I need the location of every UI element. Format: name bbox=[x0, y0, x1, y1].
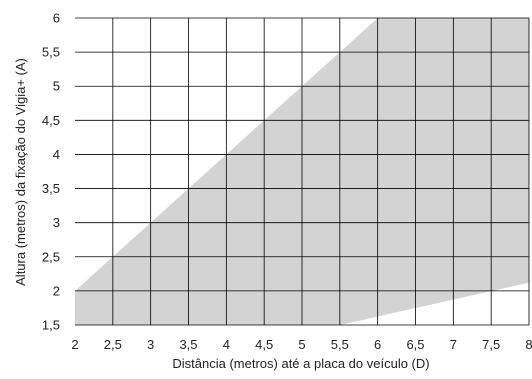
x-tick-label: 5,5 bbox=[331, 337, 349, 352]
y-tick-label: 2 bbox=[53, 283, 60, 298]
y-tick-label: 2,5 bbox=[42, 249, 60, 264]
x-tick-label: 6 bbox=[374, 337, 381, 352]
x-axis-title: Distância (metros) até a placa do veícul… bbox=[172, 356, 429, 371]
y-tick-label: 4,5 bbox=[42, 113, 60, 128]
x-tick-label: 2,5 bbox=[104, 337, 122, 352]
x-tick-label: 8 bbox=[525, 337, 532, 352]
y-axis-title: Altura (metros) da fixação do Vigia+ (A) bbox=[13, 58, 28, 286]
y-tick-label: 1,5 bbox=[42, 318, 60, 333]
x-tick-label: 2 bbox=[71, 337, 78, 352]
y-tick-label: 4 bbox=[53, 147, 60, 162]
x-tick-label: 4 bbox=[223, 337, 230, 352]
y-tick-label: 6 bbox=[53, 11, 60, 26]
y-tick-label: 3 bbox=[53, 215, 60, 230]
x-tick-label: 6,5 bbox=[406, 337, 424, 352]
y-tick-label: 3,5 bbox=[42, 181, 60, 196]
y-tick-labels: 1,5 2 2,5 3 3,5 4 4,5 5 5,5 6 bbox=[42, 11, 60, 333]
x-tick-label: 3,5 bbox=[179, 337, 197, 352]
x-tick-label: 5 bbox=[298, 337, 305, 352]
x-tick-label: 3 bbox=[147, 337, 154, 352]
x-tick-labels: 2 2,5 3 3,5 4 4,5 5 5,5 6 6,5 7 7,5 8 bbox=[71, 337, 532, 352]
x-tick-label: 7 bbox=[450, 337, 457, 352]
x-tick-label: 4,5 bbox=[255, 337, 273, 352]
y-tick-label: 5 bbox=[53, 79, 60, 94]
x-tick-label: 7,5 bbox=[482, 337, 500, 352]
gridlines bbox=[75, 17, 530, 326]
y-tick-label: 5,5 bbox=[42, 45, 60, 60]
